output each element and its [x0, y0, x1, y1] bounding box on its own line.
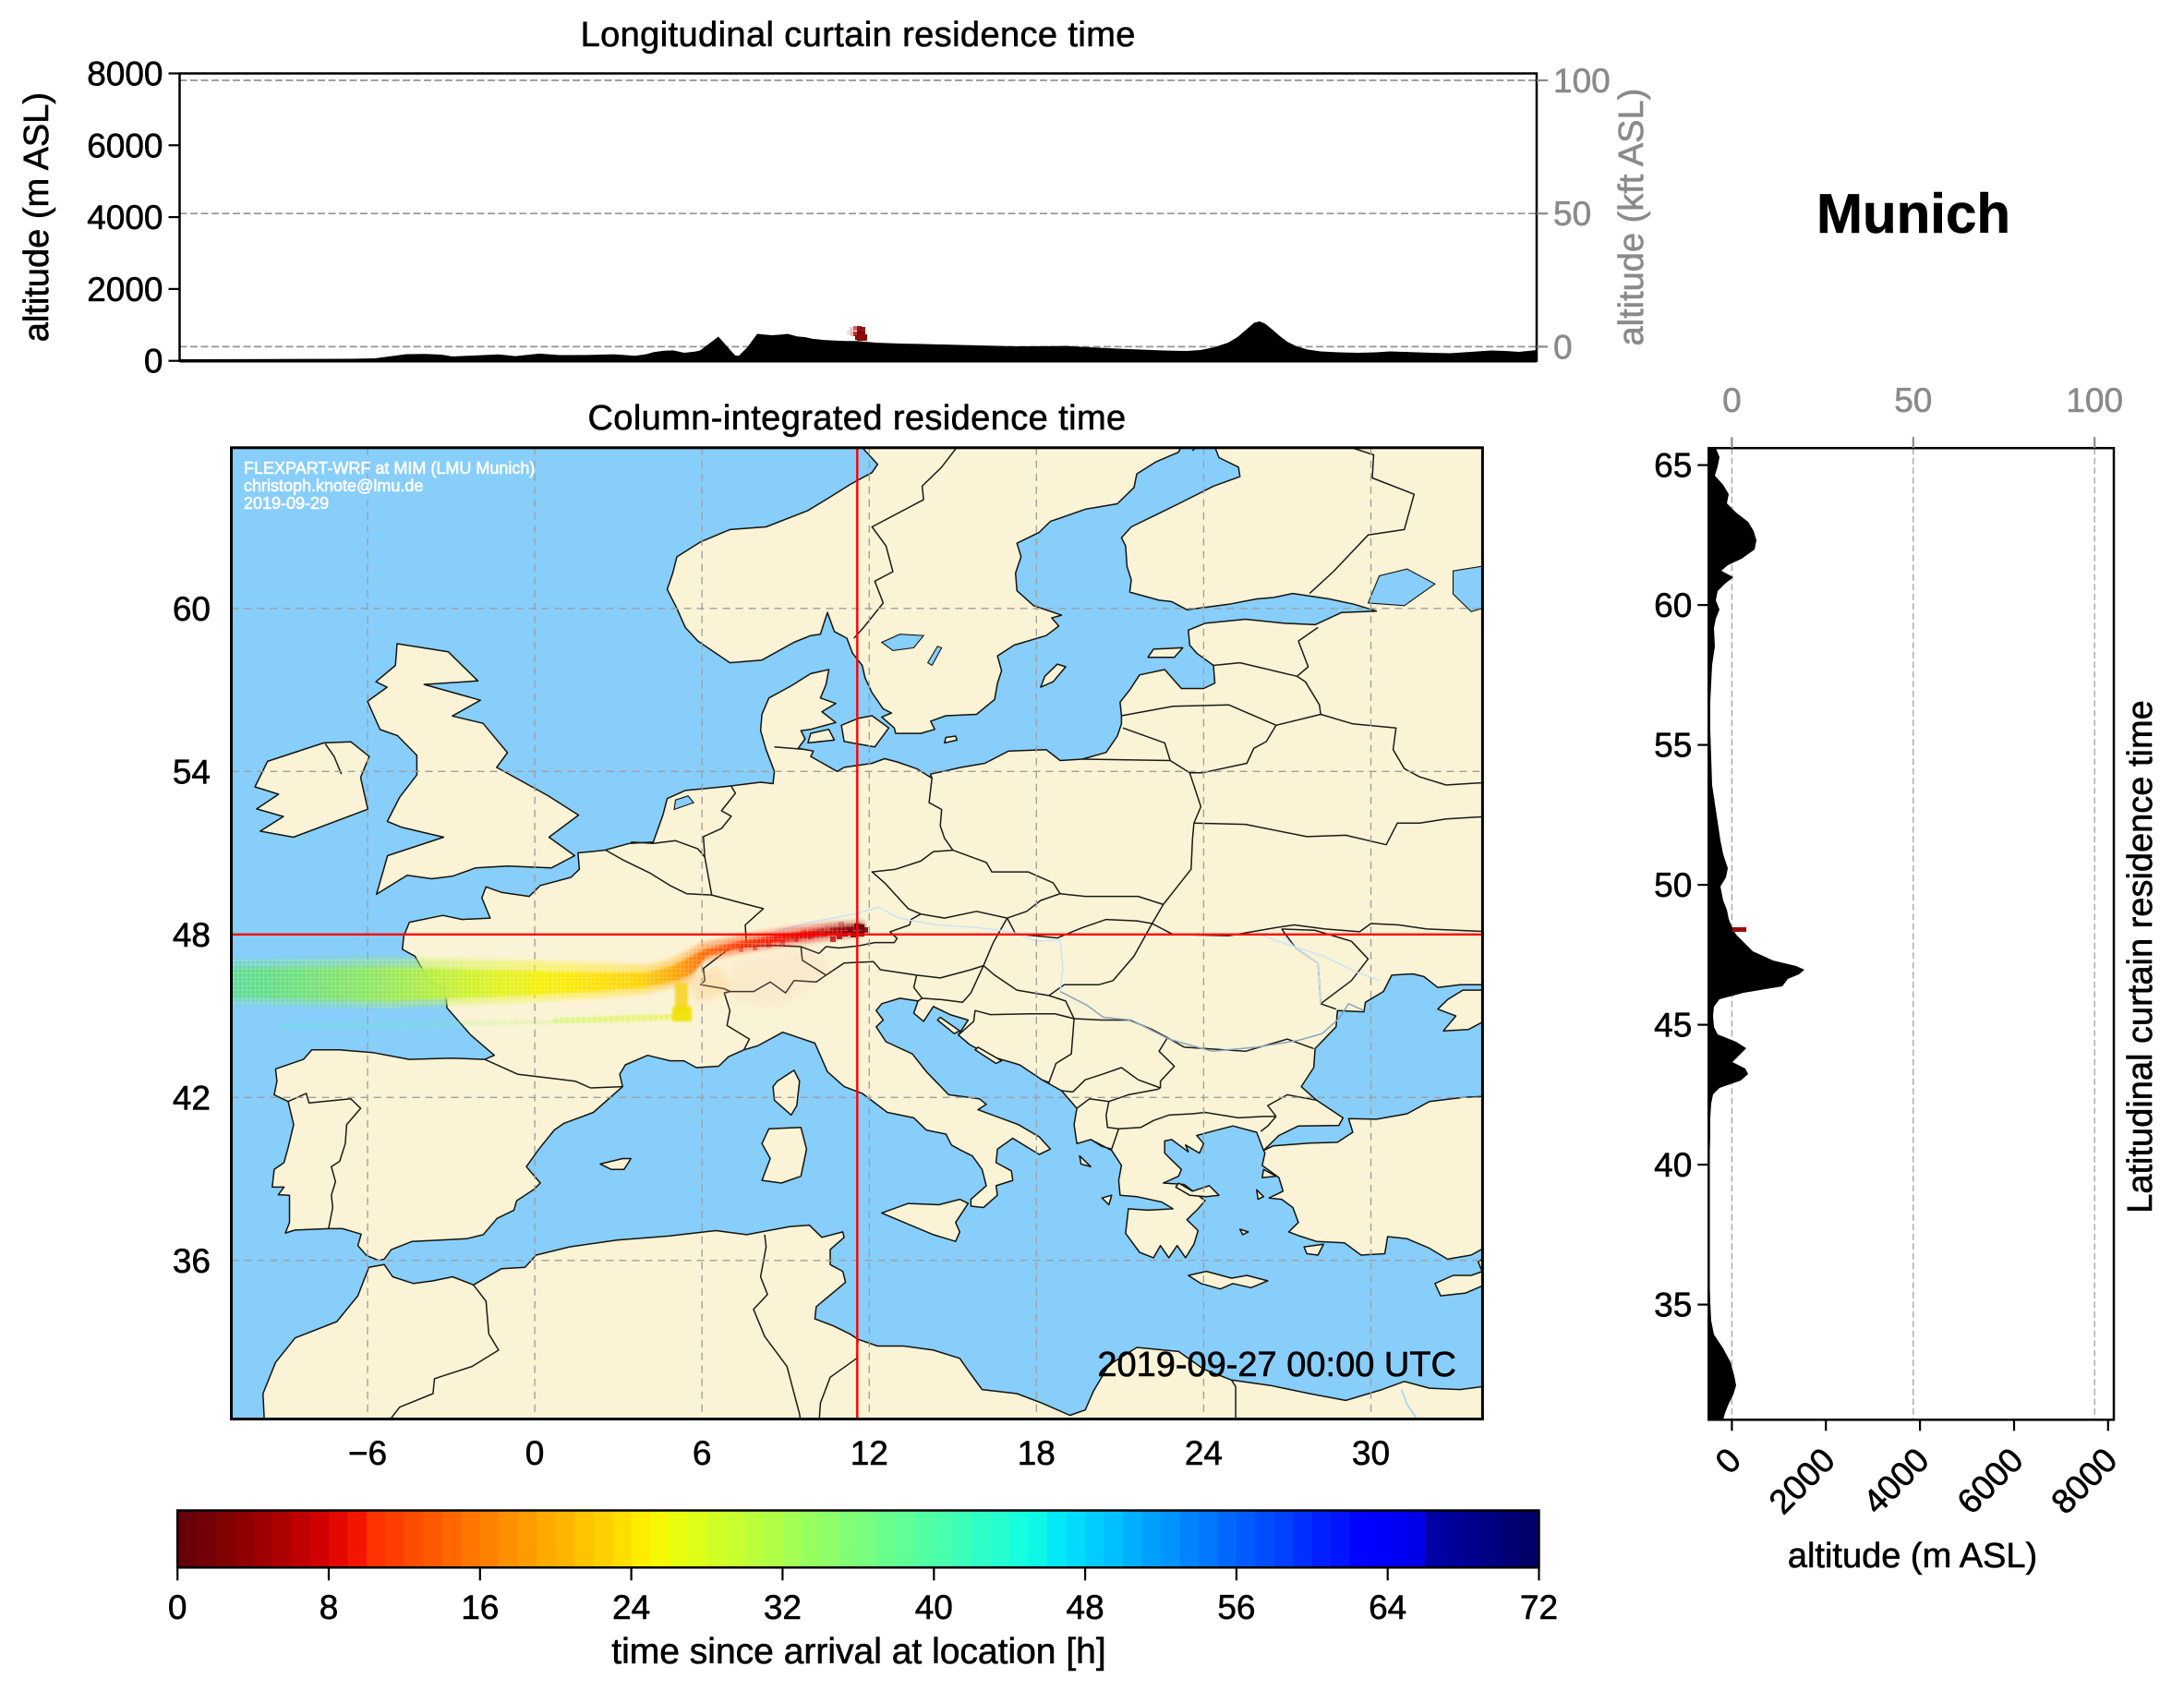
svg-text:32: 32 — [764, 1588, 802, 1626]
svg-text:24: 24 — [1185, 1434, 1223, 1472]
svg-text:60: 60 — [173, 590, 211, 628]
svg-text:35: 35 — [1654, 1286, 1692, 1324]
svg-text:45: 45 — [1654, 1007, 1692, 1045]
svg-text:8: 8 — [320, 1588, 339, 1626]
svg-text:50: 50 — [1553, 195, 1591, 233]
svg-text:time since arrival at location: time since arrival at location [h] — [611, 1632, 1105, 1672]
svg-text:0: 0 — [525, 1434, 545, 1472]
svg-text:altitude (m ASL): altitude (m ASL) — [18, 92, 56, 342]
svg-text:altitude (m ASL): altitude (m ASL) — [1788, 1537, 2037, 1576]
svg-text:64: 64 — [1369, 1588, 1406, 1626]
svg-text:−6: −6 — [348, 1434, 387, 1472]
svg-text:72: 72 — [1520, 1588, 1558, 1626]
svg-text:24: 24 — [612, 1588, 650, 1626]
svg-text:Munich: Munich — [1816, 183, 2010, 245]
svg-text:Latitudinal curtain residence: Latitudinal curtain residence time — [2121, 700, 2160, 1214]
svg-text:60: 60 — [1654, 586, 1692, 624]
svg-text:54: 54 — [173, 753, 211, 791]
svg-text:6000: 6000 — [87, 127, 163, 164]
svg-text:8000: 8000 — [87, 55, 163, 93]
svg-text:0: 0 — [1553, 328, 1573, 366]
svg-text:Column-integrated residence ti: Column-integrated residence time — [587, 399, 1126, 438]
svg-text:2000: 2000 — [87, 271, 163, 308]
svg-text:christoph.knote@lmu.de: christoph.knote@lmu.de — [244, 477, 423, 495]
svg-text:100: 100 — [1553, 62, 1611, 100]
svg-text:2019-09-29: 2019-09-29 — [244, 494, 329, 513]
svg-text:40: 40 — [915, 1588, 953, 1626]
svg-text:Longitudinal curtain residence: Longitudinal curtain residence time — [581, 16, 1136, 54]
svg-text:6: 6 — [693, 1434, 712, 1472]
svg-text:12: 12 — [851, 1434, 888, 1472]
svg-text:55: 55 — [1654, 727, 1692, 765]
svg-text:0: 0 — [144, 343, 163, 380]
svg-text:36: 36 — [173, 1242, 211, 1280]
svg-text:altitude (kft ASL): altitude (kft ASL) — [1612, 89, 1651, 346]
svg-text:FLEXPART-WRF at MIM (LMU Munic: FLEXPART-WRF at MIM (LMU Munich) — [244, 459, 535, 477]
svg-text:40: 40 — [1654, 1146, 1692, 1184]
svg-text:16: 16 — [461, 1588, 499, 1626]
svg-text:48: 48 — [1067, 1588, 1104, 1626]
svg-text:18: 18 — [1018, 1434, 1056, 1472]
svg-text:0: 0 — [1722, 381, 1742, 419]
svg-text:50: 50 — [1894, 381, 1932, 419]
svg-text:2019-09-27 00:00 UTC: 2019-09-27 00:00 UTC — [1097, 1346, 1456, 1384]
svg-text:30: 30 — [1352, 1434, 1390, 1472]
svg-text:100: 100 — [2066, 381, 2123, 419]
svg-text:0: 0 — [168, 1588, 187, 1626]
svg-text:65: 65 — [1654, 447, 1692, 485]
svg-text:48: 48 — [173, 916, 211, 954]
svg-text:50: 50 — [1654, 866, 1692, 904]
svg-text:4000: 4000 — [87, 199, 163, 236]
svg-text:42: 42 — [173, 1079, 211, 1117]
svg-text:56: 56 — [1217, 1588, 1255, 1626]
